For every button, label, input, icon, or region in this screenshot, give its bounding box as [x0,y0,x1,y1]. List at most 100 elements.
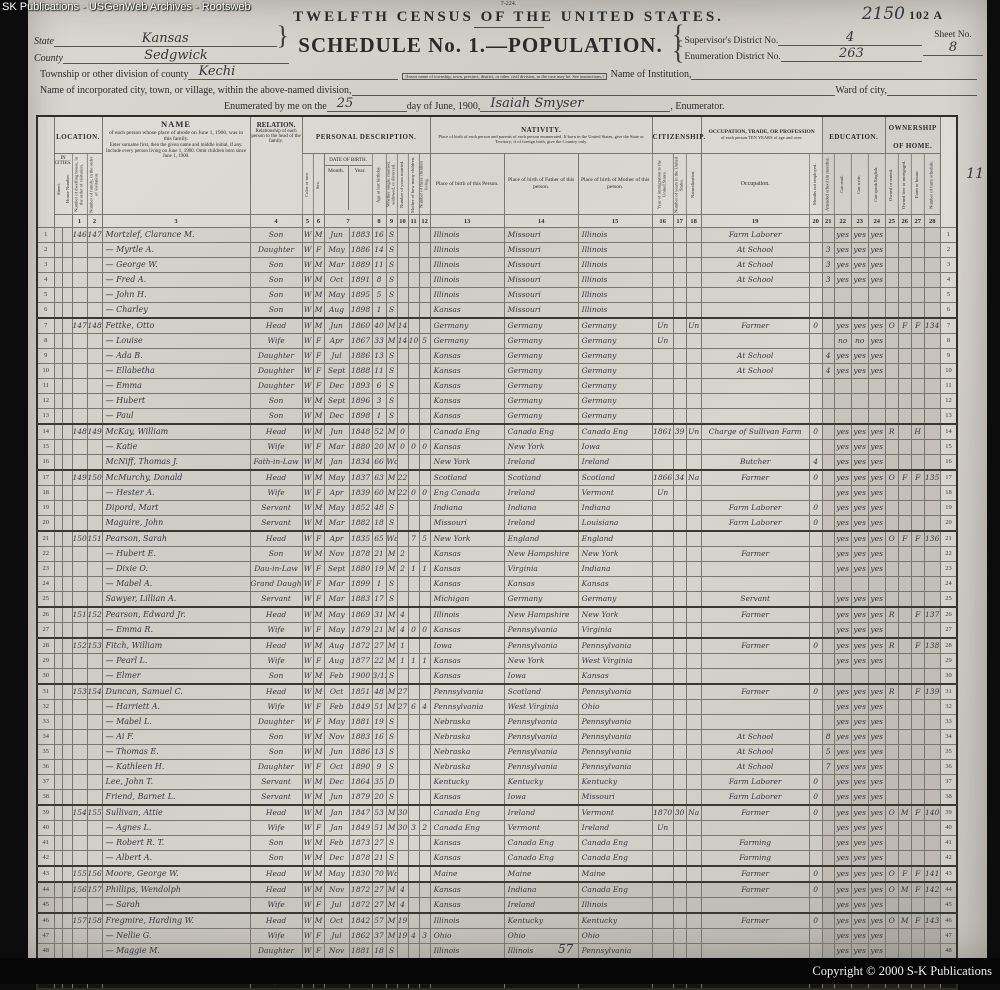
cell-can_read [833,408,852,425]
supervisor-label: Supervisor's District No. [684,36,779,46]
cell-name: — John H. [101,287,251,303]
cell-children_living [418,881,431,898]
cell-birth_year: 1878 [348,546,373,562]
cell-family: 153 [86,637,103,654]
cell-can_write: yes [850,881,869,898]
cell-occupation [700,333,810,349]
cell-free_or_mortgaged [897,546,912,562]
cell-farm_schedule [923,423,941,440]
family-number-column-header: Number of family, in the order of visita… [87,153,103,215]
cell-months_not_employed [808,591,823,608]
cell-farm_or_house [910,897,925,914]
cell-birth_year: 1900 [348,668,373,685]
cell-birth_year: 1883 [348,729,373,745]
cell-name: — Hubert E. [101,546,251,562]
cell-mother_of [407,744,420,760]
cell-children_living [418,348,431,364]
cell-farm_or_house: F [910,865,925,883]
cell-father_birthplace: Missouri [503,242,579,258]
cell-naturalization [685,591,702,608]
cell-age: 20 [371,789,387,806]
cell-can_speak_english: yes [867,333,886,349]
cell-farm_schedule [923,287,941,303]
cell-mother_of [407,576,420,592]
cell-farm_or_house [910,227,925,243]
cell-age: 27 [371,881,387,898]
cell-birthplace: Nebraska [429,714,505,730]
cell-months_not_employed: 0 [808,500,823,516]
cell-street [53,606,63,623]
cell-name: — Mabel L. [101,714,251,730]
personal-description-group-header: PERSONAL DESCRIPTION. [301,115,431,154]
cell-dwelling [71,928,88,944]
cell-birth_year: 1882 [348,515,373,532]
cell-relation: Head [249,881,303,898]
row-number: 9 [939,348,958,364]
cell-can_write: yes [850,835,869,851]
row-number: 1 [36,227,55,243]
nativity-group-header: NATIVITY. Place of birth of each person … [429,115,653,154]
cell-sex: F [312,348,325,364]
cell-father_birthplace: Kansas [503,576,579,592]
cell-father_birthplace: New York [503,439,579,455]
cell-mother_of [407,804,420,821]
cell-farm_schedule [923,850,941,867]
cell-mother_of [407,865,420,883]
cell-house_number [61,317,73,334]
row-number: 2 [939,242,958,258]
cell-children_living [418,637,431,654]
cell-color: W [301,333,314,349]
row-number: 15 [939,439,958,455]
cell-attended_school [821,789,835,806]
cell-years_in_us [672,820,687,836]
cell-father_birthplace: Iowa [503,668,579,685]
cell-years_married: 14 [396,317,409,334]
cell-marital: S [385,287,398,303]
row-number: 28 [36,637,55,654]
cell-mother_birthplace: Kentucky [577,774,653,790]
table-row: 33— Mabel L. Daughter W F May 1881 19 S Nebraska… [36,714,958,730]
cell-sex: F [312,439,325,455]
table-row: 28 152 153 Fitch, William Head W M Aug 1872 27 M 1 I… [36,637,958,654]
cell-street [53,287,63,303]
cell-marital: Wd [385,454,398,471]
cell-street [53,897,63,914]
cell-street [53,637,63,654]
cell-can_write: yes [850,850,869,867]
cell-birth_year: 1852 [348,500,373,516]
cell-can_speak_english [867,287,886,303]
cell-can_read: yes [833,606,852,623]
cell-family [86,363,103,379]
table-row: 36— Kathleen H. Daughter W F Oct 1890 9 S Nebras… [36,759,958,775]
cell-house_number [61,759,73,775]
cell-mother_birthplace: England [577,530,653,547]
cell-mother_of [407,591,420,608]
cell-naturalization [685,227,702,243]
cell-free_or_mortgaged [897,302,912,319]
cell-farm_or_house [910,789,925,806]
cell-marital: M [385,804,398,821]
cell-years_married [396,759,409,775]
cell-owned_or_rented [884,227,899,243]
row-number: 18 [36,485,55,501]
cell-occupation: Butcher [700,454,810,471]
cell-birthplace: Iowa [429,637,505,654]
cell-house_number [61,302,73,319]
row-number: 38 [36,789,55,806]
row-number: 4 [939,272,958,288]
cell-can_read: yes [833,423,852,440]
cell-street [53,454,63,471]
cell-months_not_employed [808,729,823,745]
cell-can_speak_english: yes [867,363,886,379]
cell-marital: S [385,729,398,745]
cell-free_or_mortgaged [897,774,912,790]
cell-immigration_year [651,561,674,577]
relation-column-header: RELATION. Relationship of each person to… [249,115,303,215]
cell-occupation: Farming [700,835,810,851]
cell-farm_or_house [910,378,925,394]
cell-birthplace: Pennsylvania [429,683,505,700]
cell-immigration_year: Un [651,333,674,349]
naturalization-column-header: Naturalization. [686,153,702,215]
cell-marital: M [385,699,398,715]
row-number: 20 [36,515,55,532]
